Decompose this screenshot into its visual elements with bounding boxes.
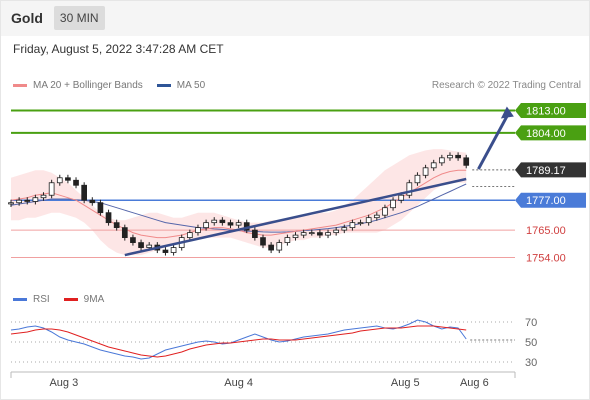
candle-body xyxy=(97,202,104,214)
candle-body xyxy=(317,232,323,236)
candle-body xyxy=(292,234,299,239)
candle-body xyxy=(121,227,128,239)
candle-body xyxy=(455,154,461,159)
9ma-swatch xyxy=(63,298,78,301)
candle-body xyxy=(300,232,307,236)
ma50-swatch xyxy=(156,84,171,87)
main-legend: MA 20 + Bollinger Bands MA 50 xyxy=(13,80,219,91)
projection-arrow-line xyxy=(477,115,509,170)
candle-body xyxy=(438,157,445,164)
rsi-swatch xyxy=(13,298,27,301)
legend-label-ma50: MA 50 xyxy=(176,80,206,91)
projection-arrow-head xyxy=(500,106,514,119)
x-tick-label: Aug 5 xyxy=(391,377,420,389)
instrument-title: Gold xyxy=(11,10,43,26)
price-level-label: 1813.00 xyxy=(526,105,566,117)
price-level-label: 1754.00 xyxy=(526,253,566,265)
price-level-tag xyxy=(515,162,586,178)
credit-text: Research © 2022 Trading Central xyxy=(431,80,581,91)
price-level-label: 1777.00 xyxy=(526,195,566,207)
rsi-9ma-line xyxy=(10,325,467,358)
legend-item-rsi: RSI xyxy=(13,294,50,305)
candle-body xyxy=(65,177,71,181)
candle-body xyxy=(365,217,372,224)
candle-body xyxy=(130,237,136,243)
candle-body xyxy=(268,244,274,251)
candle-body xyxy=(463,157,470,166)
candle-body xyxy=(414,174,421,184)
candle-body xyxy=(308,232,315,235)
rsi-legend: RSI 9MA xyxy=(13,294,118,305)
candle-body xyxy=(105,212,112,224)
candle-body xyxy=(162,249,169,253)
legend-item-ma50: MA 50 xyxy=(156,80,206,91)
rsi-tick-label: 30 xyxy=(525,357,537,369)
legend-item-ma20: MA 20 + Bollinger Bands xyxy=(13,80,143,91)
candle-body xyxy=(398,194,405,201)
candle-body xyxy=(252,229,258,239)
candle-body xyxy=(341,227,348,231)
candle-body xyxy=(138,242,144,248)
candle-body xyxy=(113,222,120,229)
price-level-label: 1804.00 xyxy=(526,128,566,140)
candle-body xyxy=(48,182,55,196)
price-level-label: 1789.17 xyxy=(526,165,566,177)
timestamp: Friday, August 5, 2022 3:47:28 AM CET xyxy=(13,42,224,56)
candle-body xyxy=(430,162,437,169)
candle-body xyxy=(349,222,356,229)
price-level-label: 1765.00 xyxy=(526,225,566,237)
header-bar: Gold 30 MIN xyxy=(0,0,590,36)
candle-body xyxy=(219,219,226,224)
candle-body xyxy=(382,207,388,216)
candle-body xyxy=(81,184,87,201)
candle-body xyxy=(16,199,22,204)
ma20-swatch xyxy=(13,84,27,87)
candle-body xyxy=(333,229,340,234)
candle-body xyxy=(357,222,364,225)
candle-body xyxy=(24,199,31,202)
x-tick-label: Aug 6 xyxy=(460,377,489,389)
rsi-line xyxy=(10,319,467,360)
candle-body xyxy=(56,177,63,184)
candle-body xyxy=(406,182,413,196)
support-trendline xyxy=(124,177,467,257)
x-tick-label: Aug 3 xyxy=(49,377,78,389)
candle-body xyxy=(227,222,234,226)
interval-badge[interactable]: 30 MIN xyxy=(53,6,105,30)
candle-body xyxy=(325,232,331,236)
candle-body xyxy=(390,199,396,209)
candle-body xyxy=(32,197,39,202)
candle-body xyxy=(284,237,291,243)
candle-body xyxy=(146,244,153,248)
x-tick-label: Aug 4 xyxy=(224,377,253,389)
candle-body xyxy=(422,167,429,176)
legend-label-9ma: 9MA xyxy=(83,294,105,305)
candle-body xyxy=(203,222,209,229)
rsi-tick-label: 50 xyxy=(525,337,537,349)
candle-body xyxy=(276,242,283,251)
price-level-tag xyxy=(515,102,586,118)
candle-body xyxy=(186,232,193,239)
legend-item-9ma: 9MA xyxy=(63,294,105,305)
candle-body xyxy=(373,214,380,219)
candle-body xyxy=(8,202,14,205)
candle-body xyxy=(40,194,47,199)
candle-body xyxy=(447,154,453,159)
candle-body xyxy=(89,199,96,204)
candle-body xyxy=(260,237,266,246)
legend-label-rsi: RSI xyxy=(33,294,50,305)
candle-body xyxy=(235,222,242,226)
price-level-tag xyxy=(515,125,586,141)
rsi-tick-label: 70 xyxy=(525,317,537,329)
candle-body xyxy=(170,247,177,253)
price-level-tag xyxy=(515,192,586,208)
candle-body xyxy=(195,227,201,234)
candle-body xyxy=(211,219,218,224)
legend-label-ma20: MA 20 + Bollinger Bands xyxy=(33,80,143,91)
candle-body xyxy=(73,179,79,186)
